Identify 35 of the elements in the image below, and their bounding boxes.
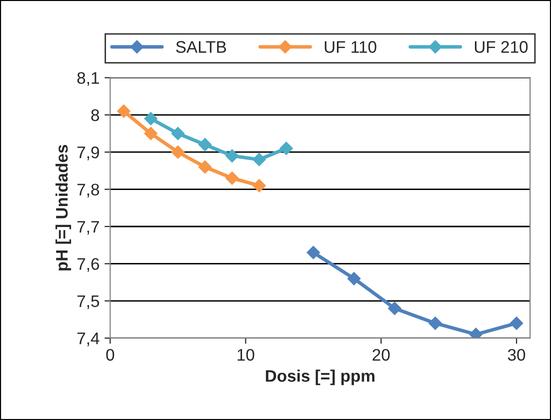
y-tick-label: 7,4 xyxy=(77,332,100,346)
point xyxy=(510,316,524,330)
point xyxy=(171,146,185,159)
y-tick-label: 7,5 xyxy=(77,295,100,310)
y-axis-title: pH [=] Unidades xyxy=(56,144,72,270)
x-tick-label: 0 xyxy=(106,348,114,361)
y-tick-label: 7,9 xyxy=(77,146,99,160)
point xyxy=(388,302,402,315)
point xyxy=(469,328,482,338)
point xyxy=(226,172,239,185)
point xyxy=(144,112,158,126)
point xyxy=(117,104,130,118)
y-tick-label: 8,1 xyxy=(77,72,99,86)
x-axis-title: Dosis [=] ppm xyxy=(266,370,374,386)
point xyxy=(198,138,212,152)
x-tick-label: 10 xyxy=(238,348,254,361)
point xyxy=(280,142,293,155)
point xyxy=(428,316,442,330)
y-tick-label: 7,8 xyxy=(77,184,100,198)
point xyxy=(171,126,185,140)
y-tick-label: 7,6 xyxy=(77,258,100,272)
y-tick-label: 8 xyxy=(91,109,100,122)
legend-label: UF 110 xyxy=(324,41,376,53)
legend-label: SALTB xyxy=(176,41,226,53)
point xyxy=(198,160,212,174)
point xyxy=(252,178,266,192)
point xyxy=(144,126,158,140)
point xyxy=(252,152,266,166)
x-tick-label: 30 xyxy=(508,348,526,361)
x-tick-label: 20 xyxy=(372,348,390,361)
point xyxy=(226,149,239,162)
y-tick-label: 7,7 xyxy=(77,221,99,235)
point xyxy=(306,246,320,260)
legend-label: UF 210 xyxy=(474,41,528,53)
point xyxy=(347,272,361,286)
